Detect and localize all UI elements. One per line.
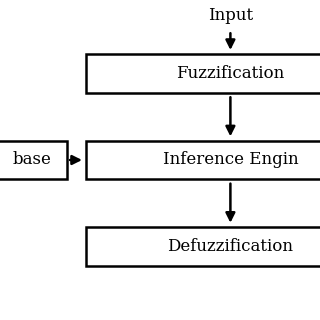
Bar bbox=[86, 54, 320, 93]
Text: Fuzzification: Fuzzification bbox=[176, 65, 284, 82]
Text: Defuzzification: Defuzzification bbox=[167, 238, 293, 255]
Text: Inference Engin: Inference Engin bbox=[163, 151, 298, 169]
Text: Input: Input bbox=[208, 7, 253, 25]
Bar bbox=[86, 227, 320, 266]
Bar bbox=[86, 141, 320, 179]
Bar bbox=[0, 141, 67, 179]
Text: base: base bbox=[12, 151, 52, 169]
